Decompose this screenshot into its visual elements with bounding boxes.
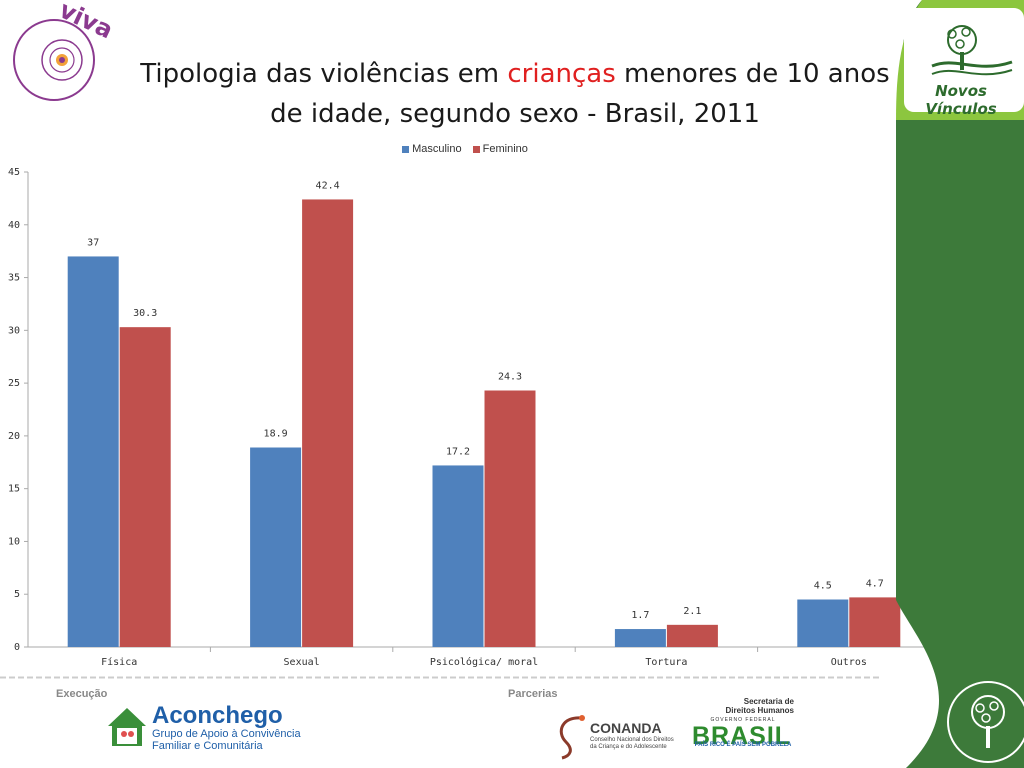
parcerias-label: Parcerias <box>508 688 558 700</box>
chart-legend: Masculino Feminino <box>0 143 930 156</box>
x-tick-label: Tortura <box>645 657 687 668</box>
data-label: 2.1 <box>683 606 701 617</box>
title-line-2: de idade, segundo sexo - Brasil, 2011 <box>270 99 760 129</box>
bar-feminino <box>666 624 718 647</box>
novos-vinculos-panel <box>896 0 1024 768</box>
bar-masculino <box>432 465 484 647</box>
data-label: 4.7 <box>866 578 884 589</box>
bar-feminino <box>302 199 354 647</box>
brasil-slogan: PAÍS RICO É PAÍS SEM POBREZA <box>694 742 792 748</box>
data-label: 24.3 <box>498 372 522 383</box>
brasil-logo-text: BRASIL <box>692 722 792 750</box>
page-title: Tipologia das violências em crianças men… <box>100 54 930 134</box>
x-tick-label: Psicológica/ moral <box>430 656 538 668</box>
data-label: 18.9 <box>264 429 288 440</box>
conanda-name: CONANDA <box>590 720 662 736</box>
x-tick-label: Física <box>101 656 137 668</box>
x-tick-label: Sexual <box>284 657 320 668</box>
data-label: 37 <box>87 237 99 248</box>
data-label: 30.3 <box>133 308 157 319</box>
sdh-logo-text: Secretaria de Direitos Humanos <box>725 697 794 715</box>
y-tick-label: 45 <box>8 167 20 178</box>
viva-logo: viva <box>13 2 114 101</box>
y-tick-label: 5 <box>14 589 20 600</box>
x-tick-label: Outros <box>831 657 867 668</box>
bar-feminino <box>849 597 901 647</box>
governo-federal-text: GOVERNO FEDERAL <box>710 717 776 723</box>
title-highlight: crianças <box>507 59 616 89</box>
bar-chart: 0 5 10 15 20 25 30 35 40 45 Física 37 30.3 Sexual 18.9… <box>8 167 941 668</box>
bar-masculino <box>797 599 849 647</box>
tree-icon <box>931 25 1013 76</box>
bar-masculino <box>614 629 666 647</box>
y-tick-label: 40 <box>8 220 20 231</box>
execucao-label: Execução <box>56 688 108 700</box>
y-tick-label: 20 <box>8 431 20 442</box>
legend-item-feminino: Feminino <box>472 143 528 155</box>
y-tick-label: 30 <box>8 325 20 336</box>
data-label: 42.4 <box>316 180 340 191</box>
data-label: 4.5 <box>814 581 832 592</box>
bar-feminino <box>119 327 171 647</box>
y-tick-label: 25 <box>8 378 20 389</box>
conanda-icon <box>559 715 585 760</box>
y-tick-label: 15 <box>8 484 20 495</box>
y-tick-label: 35 <box>8 273 20 284</box>
aconchego-subtitle: Grupo de Apoio à Convivência Familiar e … <box>152 728 301 752</box>
bar-feminino <box>484 390 536 647</box>
data-label: 17.2 <box>446 446 470 457</box>
footer-divider <box>0 676 880 679</box>
legend-swatch-masculino <box>402 145 410 153</box>
conanda-subtitle: Conselho Nacional dos Direitos da Crianç… <box>590 737 674 750</box>
aconchego-name: Aconchego <box>152 702 283 729</box>
y-tick-label: 10 <box>8 536 20 547</box>
y-tick-label: 0 <box>14 642 20 653</box>
viva-logo-text: viva <box>55 2 114 44</box>
data-label: 1.7 <box>631 610 649 621</box>
legend-item-masculino: Masculino <box>402 143 462 155</box>
novos-vinculos-logo-text: Novos Vínculos <box>925 82 997 118</box>
title-line-1: Tipologia das violências em crianças men… <box>140 59 890 89</box>
tree-icon-bottom <box>971 695 1005 748</box>
legend-swatch-feminino <box>472 145 480 153</box>
bar-masculino <box>67 256 119 647</box>
house-icon <box>108 708 146 746</box>
bar-masculino <box>250 447 302 647</box>
